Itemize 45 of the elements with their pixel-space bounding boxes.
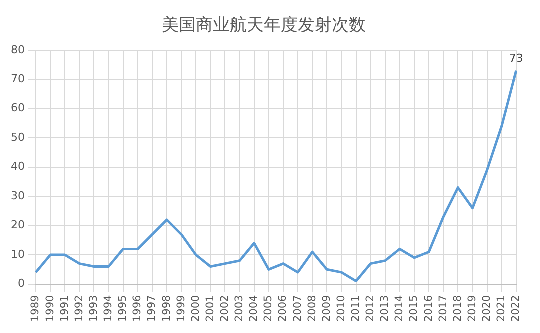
y-tick-label: 60 bbox=[10, 102, 25, 115]
x-tick-label: 2019 bbox=[466, 295, 478, 322]
y-tick-label: 40 bbox=[10, 160, 25, 174]
x-tick-label: 2011 bbox=[350, 295, 362, 322]
y-tick-label: 20 bbox=[10, 218, 25, 232]
x-tick-label: 2001 bbox=[204, 295, 216, 322]
x-tick-label: 1998 bbox=[160, 295, 173, 322]
x-tick-label: 2009 bbox=[320, 295, 333, 322]
x-tick-label: 1996 bbox=[132, 294, 144, 322]
x-tick-label: 2015 bbox=[408, 295, 420, 322]
x-tick-label: 2008 bbox=[306, 295, 318, 322]
chart-title: 美国商业航天年度发射次数 bbox=[162, 16, 366, 36]
x-tick-label: 1995 bbox=[117, 295, 130, 322]
x-tick-label: 2002 bbox=[218, 295, 231, 322]
x-tick-label: 1997 bbox=[146, 295, 158, 322]
y-tick-label: 10 bbox=[10, 248, 25, 261]
x-tick-label: 2014 bbox=[394, 294, 406, 322]
x-tick-label: 1991 bbox=[58, 295, 71, 322]
x-tick-label: 1994 bbox=[102, 294, 115, 322]
x-tick-label: 2010 bbox=[335, 295, 348, 322]
x-tick-label: 2005 bbox=[262, 295, 275, 322]
x-tick-label: 2018 bbox=[452, 295, 464, 322]
x-tick-label: 2020 bbox=[481, 295, 494, 322]
x-tick-label: 1993 bbox=[88, 295, 100, 322]
x-tick-label: 2017 bbox=[437, 295, 450, 322]
x-tick-label: 2003 bbox=[234, 295, 246, 322]
x-tick-label: 2022 bbox=[510, 295, 522, 322]
x-tick-label: 1989 bbox=[30, 295, 42, 322]
x-tick-label: 1990 bbox=[44, 295, 56, 322]
x-tick-label: 1999 bbox=[175, 295, 188, 322]
data-label: 73 bbox=[509, 52, 524, 66]
x-tick-label: 2013 bbox=[379, 295, 392, 322]
y-tick-label: 30 bbox=[10, 189, 25, 202]
x-tick-label: 2012 bbox=[364, 295, 377, 322]
x-tick-label: 2016 bbox=[422, 294, 435, 322]
x-tick-label: 2004 bbox=[248, 294, 260, 322]
x-tick-label: 2007 bbox=[292, 295, 304, 322]
x-tick-label: 2000 bbox=[190, 295, 202, 322]
y-tick-label: 0 bbox=[18, 277, 25, 290]
y-tick-label: 80 bbox=[10, 43, 25, 56]
x-tick-label: 1992 bbox=[73, 295, 86, 322]
x-tick-label: 2006 bbox=[277, 294, 290, 322]
y-tick-label: 50 bbox=[10, 130, 25, 144]
x-tick-label: 2021 bbox=[496, 295, 508, 322]
y-tick-label: 70 bbox=[10, 72, 25, 86]
